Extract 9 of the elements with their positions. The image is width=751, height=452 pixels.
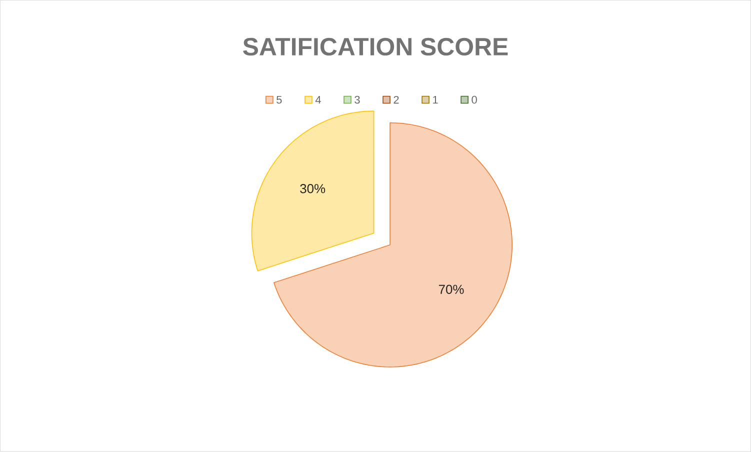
data-label: 70% (438, 284, 464, 294)
chart-title: SATIFICATION SCORE (243, 38, 508, 56)
legend-label: 3 (354, 96, 360, 104)
legend-label: 4 (315, 96, 321, 104)
legend-label: 2 (394, 96, 399, 104)
data-label: 30% (300, 184, 326, 194)
legend-label: 0 (472, 96, 477, 104)
legend-label: 1 (433, 96, 438, 104)
legend-label: 5 (276, 96, 282, 104)
